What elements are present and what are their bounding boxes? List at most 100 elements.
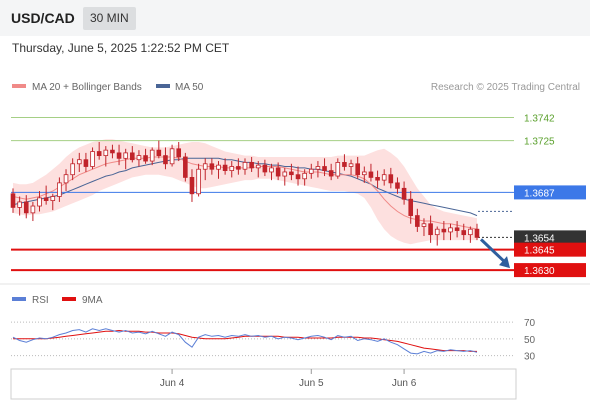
support-label-box xyxy=(514,242,586,257)
rsi-panel: 70 50 30 xyxy=(11,318,536,363)
candle xyxy=(163,147,168,170)
candle xyxy=(368,163,374,182)
candle-body xyxy=(335,162,341,177)
candle-body xyxy=(196,168,201,195)
timestamp: Thursday, June 5, 2025 1:22:52 PM CET xyxy=(12,41,230,55)
support-label-box xyxy=(514,263,586,278)
candle xyxy=(275,162,281,181)
candle-body xyxy=(57,182,62,197)
candle xyxy=(269,163,274,181)
candle-body xyxy=(315,166,321,170)
candle xyxy=(362,166,367,183)
candle-body xyxy=(275,167,281,177)
candle xyxy=(156,140,162,159)
candles xyxy=(10,140,510,269)
candle-body xyxy=(23,201,29,214)
candle-body xyxy=(415,215,420,227)
resistance-label: 1.3742 xyxy=(524,113,555,124)
pivot-label: 1.3687 xyxy=(524,188,555,199)
ma50-legend-label: MA 50 xyxy=(175,82,204,93)
candle xyxy=(43,185,49,205)
time-axis: Jun 4 Jun 5 Jun 6 xyxy=(160,369,417,389)
candle-body xyxy=(37,197,42,207)
candle-body xyxy=(461,230,467,236)
candle-body xyxy=(388,174,394,184)
timeframe-badge[interactable]: 30 MIN xyxy=(83,7,136,30)
candle xyxy=(434,226,440,246)
candle-body xyxy=(103,149,109,157)
candle-body xyxy=(362,171,367,176)
candle xyxy=(103,146,109,167)
candle-body xyxy=(468,228,473,236)
candle-body xyxy=(401,187,407,200)
candle-body xyxy=(136,155,142,161)
candle xyxy=(421,218,427,237)
candle xyxy=(37,191,42,212)
candle xyxy=(461,223,467,241)
candle-body xyxy=(375,177,380,181)
support-label: 1.3630 xyxy=(524,266,555,277)
candle-body xyxy=(76,159,82,165)
candle xyxy=(448,223,453,241)
candle-body xyxy=(10,193,16,208)
candle-body xyxy=(328,170,334,177)
candle-body xyxy=(421,223,427,227)
level-labels: 1.3742 1.3725 1.3687 1.3654 1.3645 1.3630 xyxy=(514,113,586,278)
candle xyxy=(222,158,228,175)
time-tick-label: Jun 5 xyxy=(299,378,324,389)
candle xyxy=(395,177,400,194)
candle xyxy=(375,170,380,189)
candle-body xyxy=(368,171,374,178)
candle-body xyxy=(143,155,148,162)
last-price-label: 1.3654 xyxy=(524,233,555,244)
candle-body xyxy=(70,163,75,176)
candle-body xyxy=(169,148,175,165)
candle xyxy=(57,177,62,202)
candle-body xyxy=(474,228,480,238)
main-legend: MA 20 + Bollinger Bands MA 50 Research ©… xyxy=(12,82,580,93)
candle-body xyxy=(255,164,261,169)
candle xyxy=(130,146,135,163)
candle-body xyxy=(189,177,195,195)
candle-body xyxy=(176,148,182,158)
candle xyxy=(169,144,175,167)
candle-body xyxy=(289,171,294,176)
candle-body xyxy=(348,163,354,167)
candle xyxy=(202,158,208,181)
candle-body xyxy=(434,228,440,236)
candle-body xyxy=(355,163,360,176)
candle-body xyxy=(308,168,314,174)
candle xyxy=(149,147,155,166)
time-axis-frame xyxy=(10,368,517,400)
candle-body xyxy=(229,166,235,171)
candle-body xyxy=(342,162,347,167)
candle xyxy=(315,161,321,178)
candle xyxy=(355,156,360,179)
candle-body xyxy=(30,205,36,214)
rsi-tick-label: 50 xyxy=(524,335,536,346)
candle-body xyxy=(116,152,122,159)
candle-body xyxy=(395,182,400,189)
candle-body xyxy=(130,152,135,161)
candle-body xyxy=(408,198,414,216)
candle xyxy=(262,159,268,177)
candle xyxy=(90,147,95,170)
candle-body xyxy=(90,151,95,167)
candle xyxy=(282,167,288,186)
candle-body xyxy=(63,174,69,184)
candle xyxy=(136,150,142,167)
candle-body xyxy=(209,163,215,170)
candle xyxy=(30,201,36,222)
bollinger-bands xyxy=(13,139,477,245)
candle-body xyxy=(242,162,248,170)
candle-body xyxy=(295,174,301,180)
rsi-legend-label: RSI xyxy=(32,295,49,306)
levels xyxy=(11,116,514,272)
support-label: 1.3645 xyxy=(524,246,555,257)
candle-body xyxy=(282,171,288,177)
research-credit: Research © 2025 Trading Central xyxy=(431,82,580,93)
forecast-arrow-head xyxy=(499,256,510,269)
candle-body xyxy=(269,167,274,173)
candle xyxy=(328,163,334,181)
